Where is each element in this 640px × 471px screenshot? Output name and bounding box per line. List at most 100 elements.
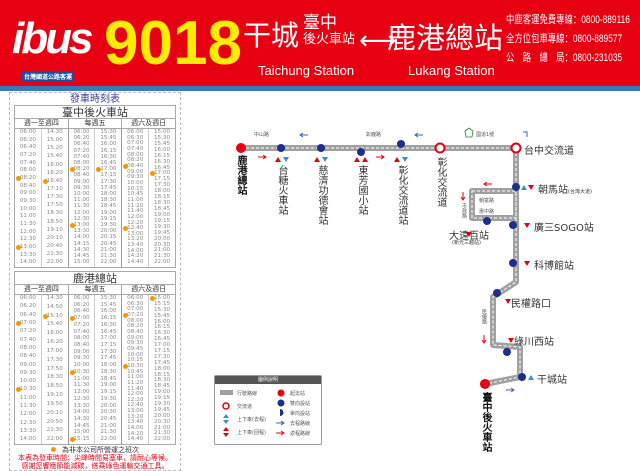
stop-changhua-ic: 彰化交流道站	[396, 165, 407, 225]
timetable-note: 本表為發車時間；尖峰時間易塞車，請耐心等候。	[18, 454, 172, 462]
time-text: 12:00	[19, 411, 36, 418]
departure-time: 20:30	[95, 409, 121, 416]
departure-time: 12:00	[122, 214, 148, 221]
departure-time: 14:20	[122, 254, 148, 260]
time-text: 16:15	[100, 147, 117, 154]
time-text: 07:20	[19, 151, 36, 158]
departure-time: 16:30	[149, 331, 175, 337]
departure-time: 07:40	[15, 337, 41, 344]
departure-time: 10:00	[122, 352, 148, 359]
time-text: 16:30	[153, 158, 171, 165]
return-arrow-icon	[276, 430, 285, 436]
time-text: 15:10	[46, 312, 63, 319]
time-text: 20:30	[153, 241, 171, 248]
departure-time: 13:30	[15, 252, 41, 259]
departure-time: 11:30	[69, 204, 95, 210]
stop-minquan: 民權路口	[511, 299, 551, 310]
departure-time: 09:30	[69, 356, 95, 362]
departure-time: 19:10	[42, 392, 68, 399]
time-column: 06:00 06:20 06:40 07:20 07:40 08:00 08:20 08:40…	[67, 129, 95, 267]
time-text: 17:10	[46, 185, 63, 192]
departure-time: 20:00	[95, 228, 121, 235]
departure-time: 19:45	[149, 407, 175, 414]
time-text: 17:15	[100, 342, 117, 349]
departure-time: 15:00	[42, 137, 68, 144]
time-text: 12:30	[73, 395, 90, 402]
day-group-header: 每週五	[67, 119, 122, 128]
origin-en: Taichung Station	[258, 63, 355, 78]
header-divider	[0, 86, 640, 91]
terminal-icon	[277, 389, 285, 397]
time-text: 15:15	[73, 436, 90, 443]
stop-chaoma: 朝馬站(台灣大道)	[538, 181, 592, 196]
departure-time: 17:45	[95, 184, 121, 192]
time-text: 20:45	[100, 240, 117, 247]
departure-time: 07:00	[15, 320, 41, 327]
time-text: 07:00	[127, 140, 144, 147]
time-text: 20:10	[46, 409, 63, 416]
time-text: 12:30	[19, 236, 36, 243]
departure-time: 21:30	[42, 251, 68, 258]
time-text: 08:40	[73, 172, 90, 179]
departure-time: 08:20	[69, 166, 95, 173]
time-text: 16:15	[153, 324, 171, 331]
departure-time: 16:00	[42, 331, 68, 337]
time-text: 13:30	[73, 228, 90, 235]
departure-time: 19:15	[149, 395, 175, 402]
time-text: 09:00	[19, 190, 36, 197]
time-text: 16:40	[46, 177, 63, 184]
origin-sub-1: 臺中	[303, 13, 337, 33]
time-text: 17:00	[153, 170, 171, 177]
departure-time: 11:40	[122, 386, 148, 393]
departure-time: 18:50	[42, 383, 68, 390]
time-text: 18:45	[100, 375, 117, 382]
time-text: 16:30	[100, 321, 117, 328]
departure-time: 08:00	[122, 318, 148, 325]
departure-time: 09:00	[15, 361, 41, 369]
departure-time: 18:15	[149, 371, 175, 379]
other-operator-marker	[69, 437, 75, 443]
contact-line: 公 路 總 局：0800-231035	[506, 52, 623, 64]
time-text: 08:20	[127, 157, 144, 164]
time-text: 19:10	[46, 392, 63, 399]
departure-time: 08:20	[122, 157, 148, 164]
time-text: 15:40	[46, 321, 63, 328]
departure-time: 15:30	[149, 307, 175, 314]
departure-time: 17:15	[95, 173, 121, 179]
time-text: 16:15	[153, 152, 171, 159]
time-text: 11:20	[127, 379, 144, 386]
time-text: 08:00	[19, 344, 36, 351]
time-text: 18:15	[153, 371, 171, 378]
time-column: 15:30 15:45 16:00 16:15 16:30 16:45 17:00 17:15…	[94, 129, 121, 267]
departure-time: 22:00	[42, 436, 68, 443]
legend-title: 圖例說明	[215, 376, 321, 384]
time-text: 18:45	[153, 205, 171, 212]
departure-time: 08:00	[15, 344, 41, 352]
contact-list: 中鹿客運免費專線：0800-889116 全方位包車專線：0800-889577…	[506, 11, 630, 68]
time-text: 14:40	[127, 259, 144, 266]
departure-time: 21:30	[149, 254, 175, 260]
time-text: 13:40	[127, 242, 144, 249]
stop-museum: 科博館站	[534, 261, 574, 272]
time-column: 14:30 14:50 15:10 15:40 16:00 16:20 17:00 17:30…	[40, 295, 68, 444]
departure-time: 08:00	[15, 167, 41, 174]
time-column: 06:00 06:20 06:40 07:00 07:20 07:40 08:00 08:40…	[15, 295, 41, 444]
time-text: 17:00	[100, 335, 117, 342]
departure-time: 22:00	[95, 259, 121, 266]
legend-item: 返程路線	[290, 431, 311, 437]
time-text: 09:00	[19, 361, 36, 368]
departure-time: 09:00	[69, 349, 95, 356]
departure-time: 18:00	[95, 362, 121, 369]
time-text: 11:00	[127, 374, 144, 381]
time-text: 08:00	[19, 167, 36, 174]
time-text: 19:00	[100, 382, 117, 389]
departure-time: 15:10	[42, 312, 68, 320]
stop-dots	[277, 140, 526, 381]
departure-time: 19:30	[149, 224, 175, 231]
time-text: 16:00	[46, 161, 63, 168]
time-text: 13:00	[73, 222, 90, 229]
departure-time: 19:30	[95, 396, 121, 403]
departure-time: 14:30	[69, 247, 95, 254]
time-text: 17:45	[100, 184, 117, 191]
road-label: 朝富路	[479, 198, 495, 204]
